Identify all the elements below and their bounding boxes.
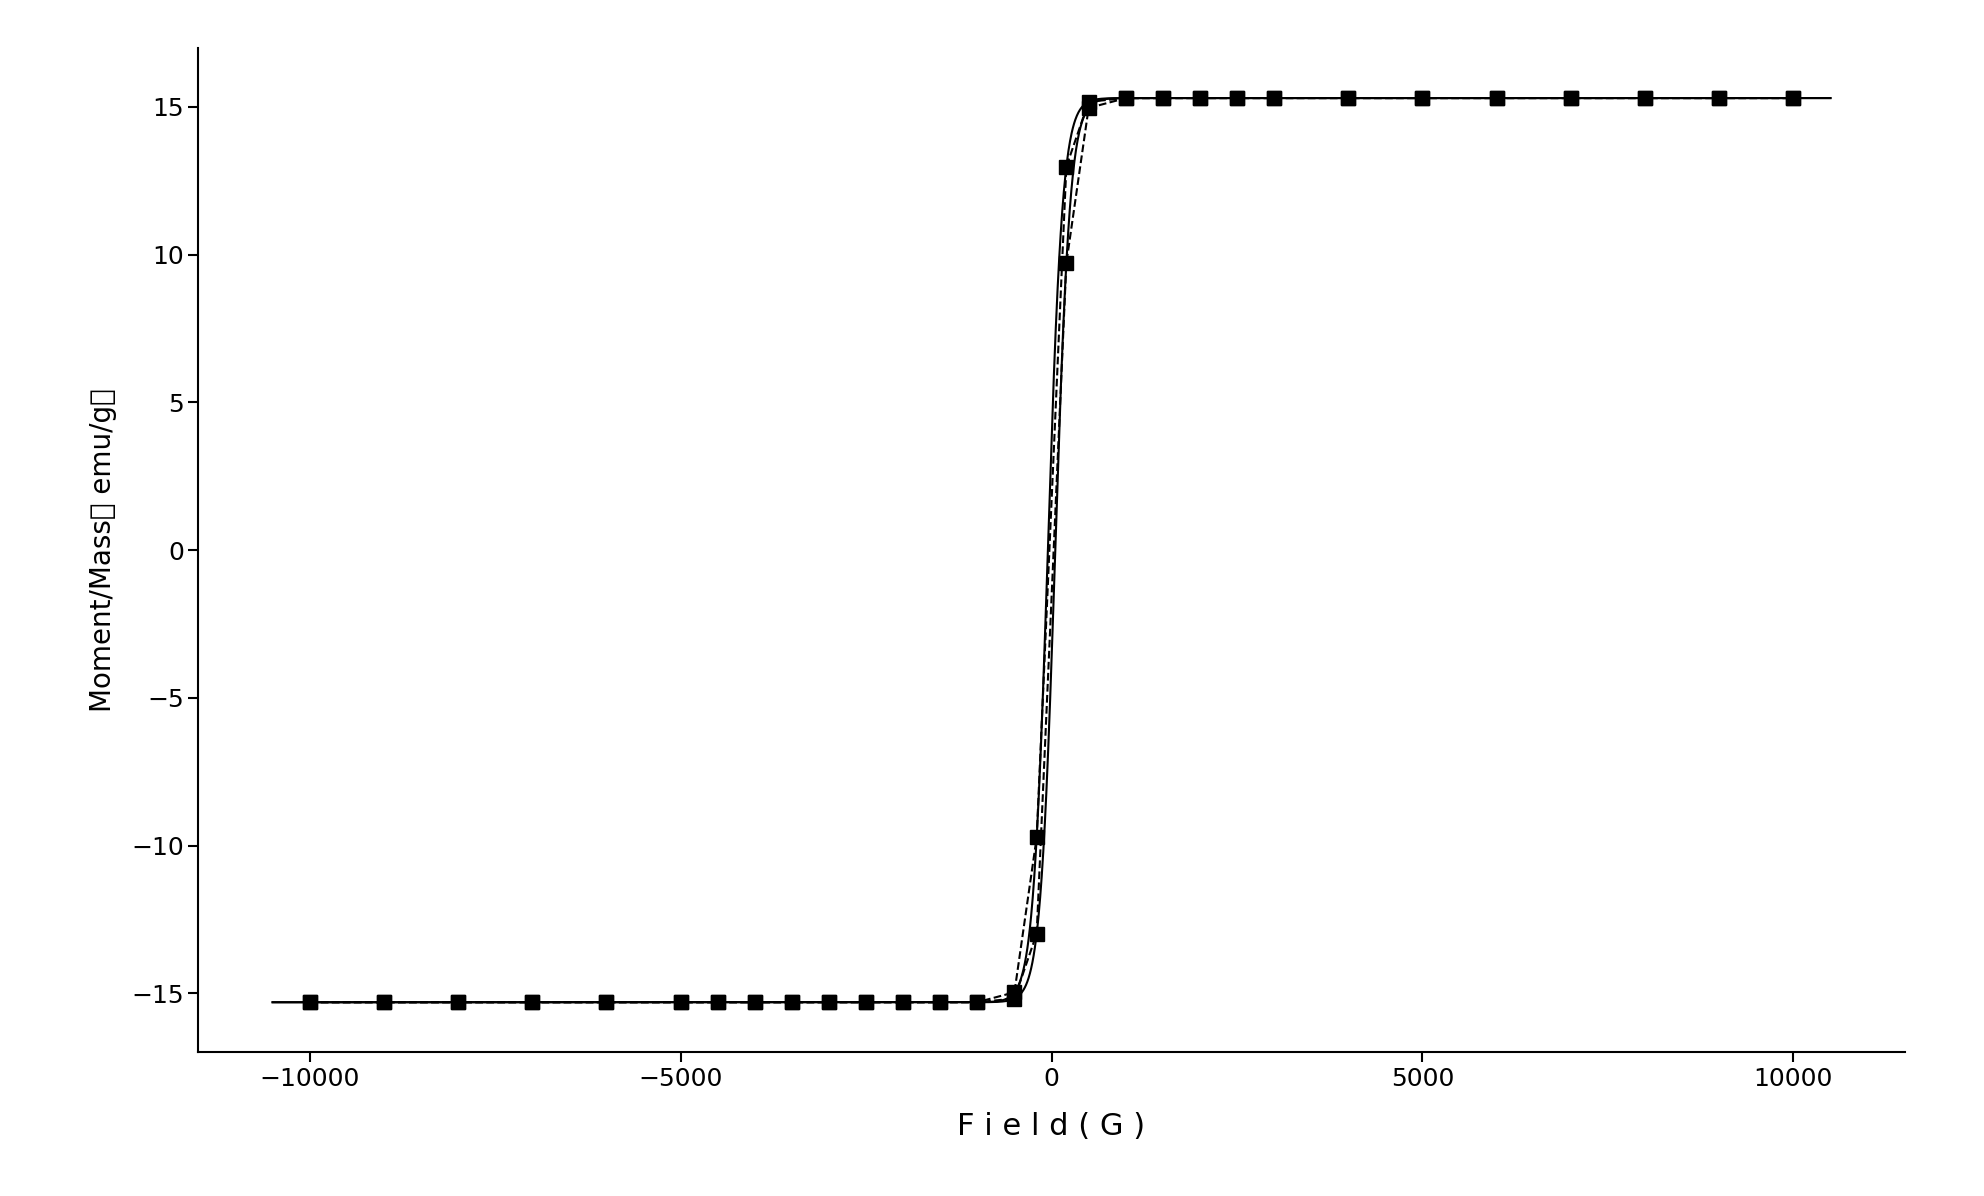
Y-axis label: Moment/Mass（ emu/g）: Moment/Mass（ emu/g）: [89, 389, 117, 712]
X-axis label: F i e l d ( G ): F i e l d ( G ): [958, 1112, 1145, 1141]
